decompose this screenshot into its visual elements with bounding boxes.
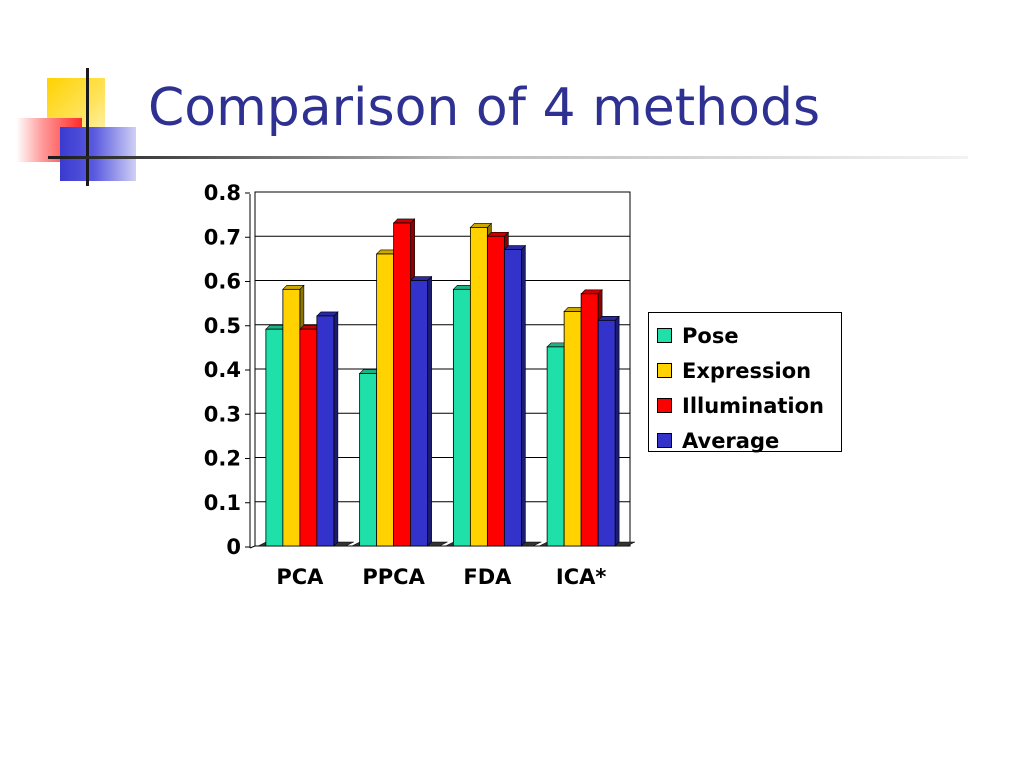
x-category-label: FDA xyxy=(463,565,512,589)
bar-top xyxy=(409,276,433,281)
bar-front xyxy=(376,253,395,547)
y-tick-label: 0.3 xyxy=(204,402,241,426)
legend-label-pose: Pose xyxy=(682,323,739,348)
bar-side xyxy=(614,315,620,547)
bar-front xyxy=(316,315,335,547)
legend-swatch-pose xyxy=(657,328,672,343)
slide-title: Comparison of 4 methods xyxy=(148,78,821,138)
bars xyxy=(257,218,636,547)
x-category-label: ICA* xyxy=(556,565,606,589)
bar-front xyxy=(393,222,412,547)
bar-top xyxy=(316,311,339,317)
bar-front xyxy=(580,293,599,547)
legend-item-expression: Expression xyxy=(649,353,841,388)
bar-front xyxy=(469,226,488,547)
x-category-label: PCA xyxy=(276,565,324,589)
y-tick-label: 0.6 xyxy=(204,270,241,294)
y-tick-label: 0.4 xyxy=(204,358,241,382)
legend-swatch-expression xyxy=(657,363,672,378)
chart-legend: Pose Expression Illumination Average xyxy=(648,312,842,453)
decor-blue-square xyxy=(60,127,136,181)
bar-top xyxy=(486,231,510,237)
bar-top xyxy=(503,245,527,250)
legend-swatch-average xyxy=(657,433,672,448)
bar-top xyxy=(282,285,305,290)
bar-side xyxy=(333,311,339,547)
bar-front xyxy=(597,319,616,547)
y-tick-label: 0 xyxy=(226,535,241,559)
legend-item-average: Average xyxy=(649,423,841,458)
bar-front xyxy=(359,373,378,547)
legend-item-illumination: Illumination xyxy=(649,388,841,423)
bar-top xyxy=(597,316,620,321)
floor-edge xyxy=(249,545,256,549)
legend-swatch-illumination xyxy=(657,398,672,413)
legend-label-expression: Expression xyxy=(682,358,812,383)
bar-front xyxy=(486,235,505,547)
bar-front xyxy=(503,249,522,547)
y-tick-label: 0.8 xyxy=(204,181,241,205)
legend-label-illumination: Illumination xyxy=(682,393,824,418)
bar-front xyxy=(546,346,565,547)
x-axis-labels: PCA PPCA FDA ICA* xyxy=(276,565,606,589)
bar-top xyxy=(580,289,603,295)
y-axis-ticks: 0 0.1 0.2 0.3 0.4 0.5 0.6 0.7 0.8 xyxy=(204,181,250,559)
x-category-label: PPCA xyxy=(362,565,425,589)
bar-front xyxy=(452,288,471,547)
bar-front xyxy=(282,288,301,547)
title-underline xyxy=(48,156,968,159)
y-tick-label: 0.2 xyxy=(204,447,241,471)
y-tick-label: 0.1 xyxy=(204,491,241,515)
bar-front xyxy=(563,311,582,547)
bar-front xyxy=(265,328,284,547)
bar-side xyxy=(427,275,432,547)
bar-side xyxy=(521,244,526,547)
legend-label-average: Average xyxy=(682,428,780,453)
bar-average-ppca xyxy=(409,275,433,547)
bar-front xyxy=(410,280,429,547)
decor-vertical-line xyxy=(86,68,89,186)
bar-front xyxy=(299,328,318,547)
bar-average-ica xyxy=(597,315,620,547)
y-tick-label: 0.5 xyxy=(204,314,241,338)
bar-average-fda xyxy=(503,244,527,547)
bar-top xyxy=(392,218,416,224)
bar-top xyxy=(469,223,493,228)
y-tick-label: 0.7 xyxy=(204,225,241,249)
bar-average-pca xyxy=(316,311,339,547)
legend-item-pose: Pose xyxy=(649,318,841,353)
